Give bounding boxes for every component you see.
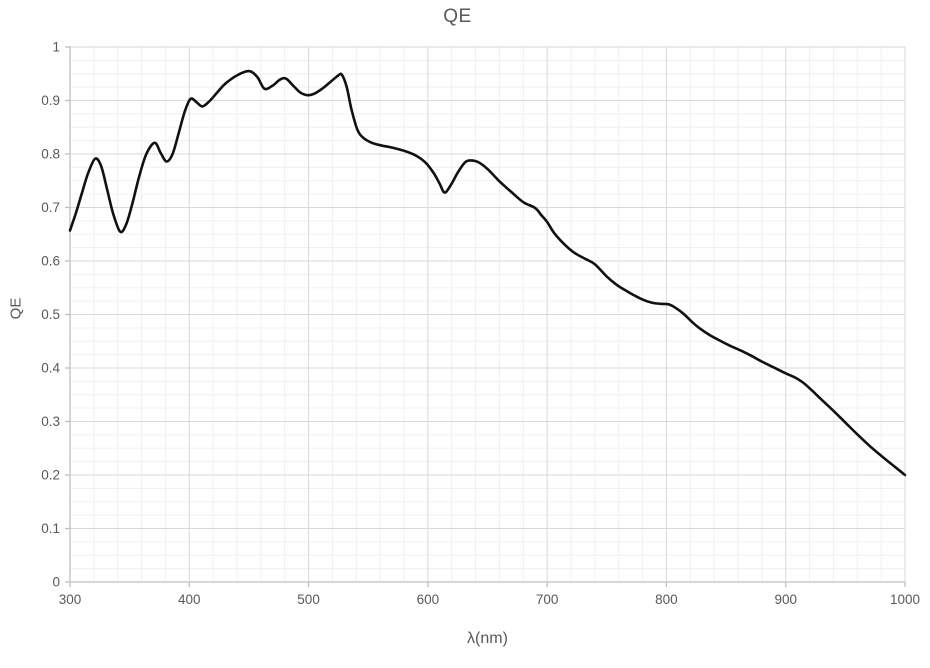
y-tick-label: 0.6 — [41, 254, 60, 269]
x-tick-label: 300 — [59, 592, 82, 607]
y-tick-label: 0.2 — [41, 468, 60, 483]
y-tick-label: 0.7 — [41, 200, 60, 215]
y-tick-label: 1 — [52, 40, 60, 55]
y-tick-label: 0.5 — [41, 307, 60, 322]
x-tick-label: 900 — [774, 592, 797, 607]
y-tick-label: 0 — [52, 575, 60, 590]
qe-curve — [68, 69, 907, 477]
x-tick-label: 1000 — [890, 592, 920, 607]
y-tick-label: 0.9 — [41, 93, 60, 108]
x-tick-label: 800 — [655, 592, 678, 607]
y-axis-title: QE — [7, 297, 25, 320]
x-tick-label: 400 — [178, 592, 201, 607]
y-tick-label: 0.4 — [41, 361, 60, 376]
x-tick-label: 700 — [536, 592, 559, 607]
y-tick-label: 0.8 — [41, 147, 60, 162]
chart-title: QE — [443, 6, 472, 27]
x-axis-title: λ(nm) — [467, 630, 508, 647]
y-tick-label: 0.3 — [41, 414, 60, 429]
x-tick-label: 600 — [417, 592, 440, 607]
x-tick-label: 500 — [297, 592, 320, 607]
y-tick-label: 0.1 — [41, 521, 60, 536]
